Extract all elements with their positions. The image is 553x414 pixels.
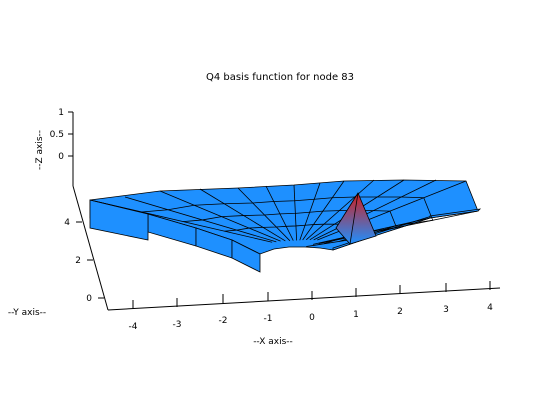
z-tick-label: 0 xyxy=(58,152,64,162)
x-tick-label: -4 xyxy=(129,322,138,332)
x-tick-label: 3 xyxy=(443,305,449,315)
mesh-radial-line xyxy=(199,188,286,242)
y-axis: 0 2 4 --Y axis-- xyxy=(8,185,109,318)
x-axis-title: --X axis-- xyxy=(253,337,293,347)
mesh-ring-line xyxy=(141,196,434,240)
mesh-radial-line xyxy=(265,185,294,241)
z-tick-label: 0.5 xyxy=(50,130,64,140)
x-ticks: -4 -3 -2 -1 0 1 2 3 4 xyxy=(129,281,493,332)
mesh-radial-line xyxy=(124,196,277,243)
mesh-radial-line xyxy=(299,182,321,241)
y-axis-line xyxy=(72,185,109,311)
z-axis-title: --Z axis-- xyxy=(35,130,45,170)
x-axis-line xyxy=(107,287,501,311)
y-axis-title: --Y axis-- xyxy=(8,308,46,318)
surface-plot xyxy=(89,179,482,273)
x-tick-label: -2 xyxy=(219,316,228,326)
basis-peak-edge xyxy=(349,192,359,245)
z-axis: 1 0.5 0 --Z axis-- xyxy=(35,108,74,186)
mesh-radial-line xyxy=(89,199,273,243)
z-tick-label: 1 xyxy=(58,108,64,118)
x-tick-label: -3 xyxy=(173,320,182,330)
y-tick-label: 0 xyxy=(86,294,92,304)
x-tick-label: -1 xyxy=(264,314,273,324)
mesh-radial-line xyxy=(313,179,437,241)
mesh-radial-line xyxy=(237,187,291,242)
mesh-radial-line xyxy=(293,184,298,241)
mesh-radial-line xyxy=(159,190,281,242)
mesh-radial-line xyxy=(302,180,345,241)
mesh-radial-line xyxy=(305,179,375,241)
x-tick-label: 4 xyxy=(487,303,493,313)
x-tick-label: 0 xyxy=(309,313,315,323)
mesh-ring-line xyxy=(183,210,398,242)
x-tick-label: 2 xyxy=(397,307,403,317)
surface-side-face xyxy=(231,239,261,273)
surface-side-face xyxy=(429,208,482,219)
chart-title: Q4 basis function for node 83 xyxy=(206,72,354,83)
x-axis: -4 -3 -2 -1 0 1 2 3 4 --X axis-- xyxy=(107,281,501,347)
y-tick-label: 2 xyxy=(75,256,81,266)
x-tick-label: 1 xyxy=(353,310,359,320)
y-tick-label: 4 xyxy=(64,218,70,228)
